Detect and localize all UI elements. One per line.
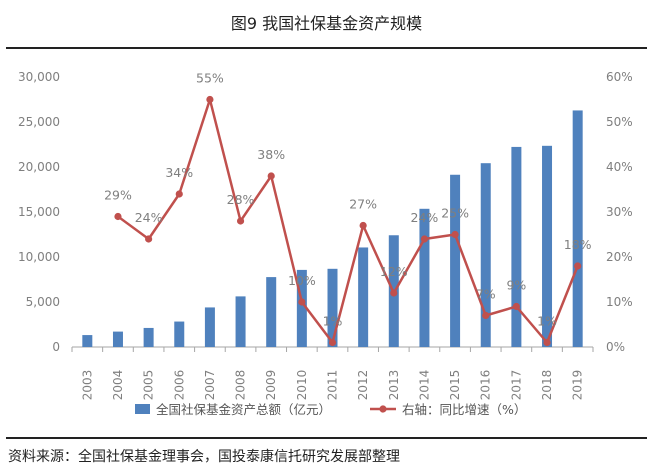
bar-2005 [143, 327, 154, 347]
growth-point-2014 [420, 235, 429, 243]
right-axis-tick-label: 40% [606, 160, 633, 174]
growth-point-2011 [328, 338, 337, 347]
bar-2017 [511, 146, 522, 347]
chart-title: 图9 我国社保基金资产规模 [230, 14, 423, 33]
growth-label-2009: 38% [257, 147, 285, 162]
left-axis-tick-label: 10,000 [18, 250, 60, 264]
bar-2006 [174, 321, 185, 347]
growth-point-2016 [482, 311, 490, 320]
growth-label-2016: 7% [476, 287, 496, 302]
bar-2010 [296, 269, 307, 347]
growth-label-2006: 34% [165, 165, 193, 180]
x-axis-tick-label: 2005 [142, 370, 156, 401]
source-note: 资料来源：全国社保基金理事会，国投泰康信托研究发展部整理 [8, 449, 400, 465]
growth-point-2013 [390, 289, 398, 297]
left-axis-tick-label: 5,000 [26, 295, 60, 309]
x-axis-tick-label: 2018 [540, 370, 554, 401]
legend-line-marker [379, 405, 387, 413]
x-axis-tick-label: 2006 [172, 370, 186, 401]
growth-point-2017 [512, 302, 520, 311]
bar-2004 [112, 331, 123, 347]
growth-label-2012: 27% [349, 197, 377, 212]
left-axis-tick-label: 30,000 [18, 70, 60, 84]
right-axis-tick-label: 60% [606, 70, 633, 84]
bar-2019 [572, 110, 583, 347]
top-rule [6, 47, 647, 49]
left-axis-tick-label: 20,000 [18, 160, 60, 174]
growth-label-2007: 55% [196, 71, 224, 86]
growth-point-2018 [543, 338, 551, 347]
growth-point-2009 [267, 172, 275, 180]
legend-bar-label: 全国社保基金资产总额（亿元） [156, 402, 331, 417]
left-axis-tick-label: 25,000 [18, 115, 60, 129]
bar-2015 [450, 174, 461, 347]
growth-point-2019 [574, 262, 582, 270]
left-axis-tick-label: 15,000 [18, 205, 60, 219]
growth-label-2018: 1% [537, 314, 557, 329]
growth-label-2013: 12% [380, 264, 408, 279]
x-axis-tick-label: 2009 [264, 370, 278, 401]
left-axis-tick-label: 0 [52, 340, 60, 354]
x-axis-tick-label: 2013 [387, 370, 401, 401]
bar-2003 [82, 335, 93, 347]
bar-2011 [327, 268, 338, 347]
growth-label-2011: 1% [323, 314, 343, 329]
growth-point-2015 [451, 230, 459, 239]
bar-2008 [235, 296, 246, 347]
growth-point-2007 [206, 95, 214, 104]
growth-point-2008 [236, 217, 245, 225]
growth-label-2014: 24% [411, 210, 439, 225]
growth-point-2006 [175, 190, 183, 198]
x-axis-tick-label: 2017 [509, 370, 523, 401]
x-axis-tick-label: 2004 [111, 370, 125, 401]
right-axis-tick-label: 50% [606, 115, 633, 129]
right-axis-tick-label: 30% [606, 205, 633, 219]
growth-line [117, 98, 579, 344]
bar-2009 [266, 277, 277, 347]
legend-bar-swatch [135, 404, 150, 414]
bar-2014 [419, 208, 430, 347]
x-axis-tick-label: 2016 [479, 370, 493, 401]
growth-label-2004: 29% [104, 188, 132, 203]
bar-2016 [480, 163, 491, 347]
growth-point-2012 [359, 221, 367, 230]
bar-2018 [542, 145, 553, 347]
x-axis-tick-label: 2014 [417, 370, 431, 401]
x-axis-tick-label: 2019 [571, 370, 585, 401]
x-axis-tick-label: 2008 [234, 370, 248, 401]
right-axis-tick-label: 0% [606, 340, 625, 354]
bar-2007 [204, 307, 215, 347]
right-axis-tick-label: 20% [606, 250, 633, 264]
growth-label-2015: 25% [441, 206, 469, 221]
growth-point-2010 [298, 298, 306, 306]
x-axis-tick-label: 2003 [80, 370, 94, 401]
growth-point-2004 [114, 212, 122, 221]
bar-2012 [358, 247, 369, 347]
x-axis-tick-label: 2012 [356, 370, 370, 401]
growth-label-2005: 24% [135, 210, 163, 225]
growth-label-2008: 28% [227, 192, 255, 207]
legend-line-label: 右轴：同比增速（%） [402, 402, 526, 417]
x-axis-tick-label: 2007 [203, 370, 217, 401]
growth-point-2005 [145, 235, 153, 243]
growth-label-2019: 18% [564, 237, 592, 252]
x-axis-tick-label: 2011 [326, 370, 340, 401]
right-axis-tick-label: 10% [606, 295, 633, 309]
x-axis-tick-label: 2010 [295, 370, 309, 401]
growth-label-2010: 10% [288, 273, 316, 288]
growth-label-2017: 9% [506, 278, 526, 293]
x-axis-tick-label: 2015 [448, 370, 462, 401]
bottom-rule [6, 437, 647, 439]
